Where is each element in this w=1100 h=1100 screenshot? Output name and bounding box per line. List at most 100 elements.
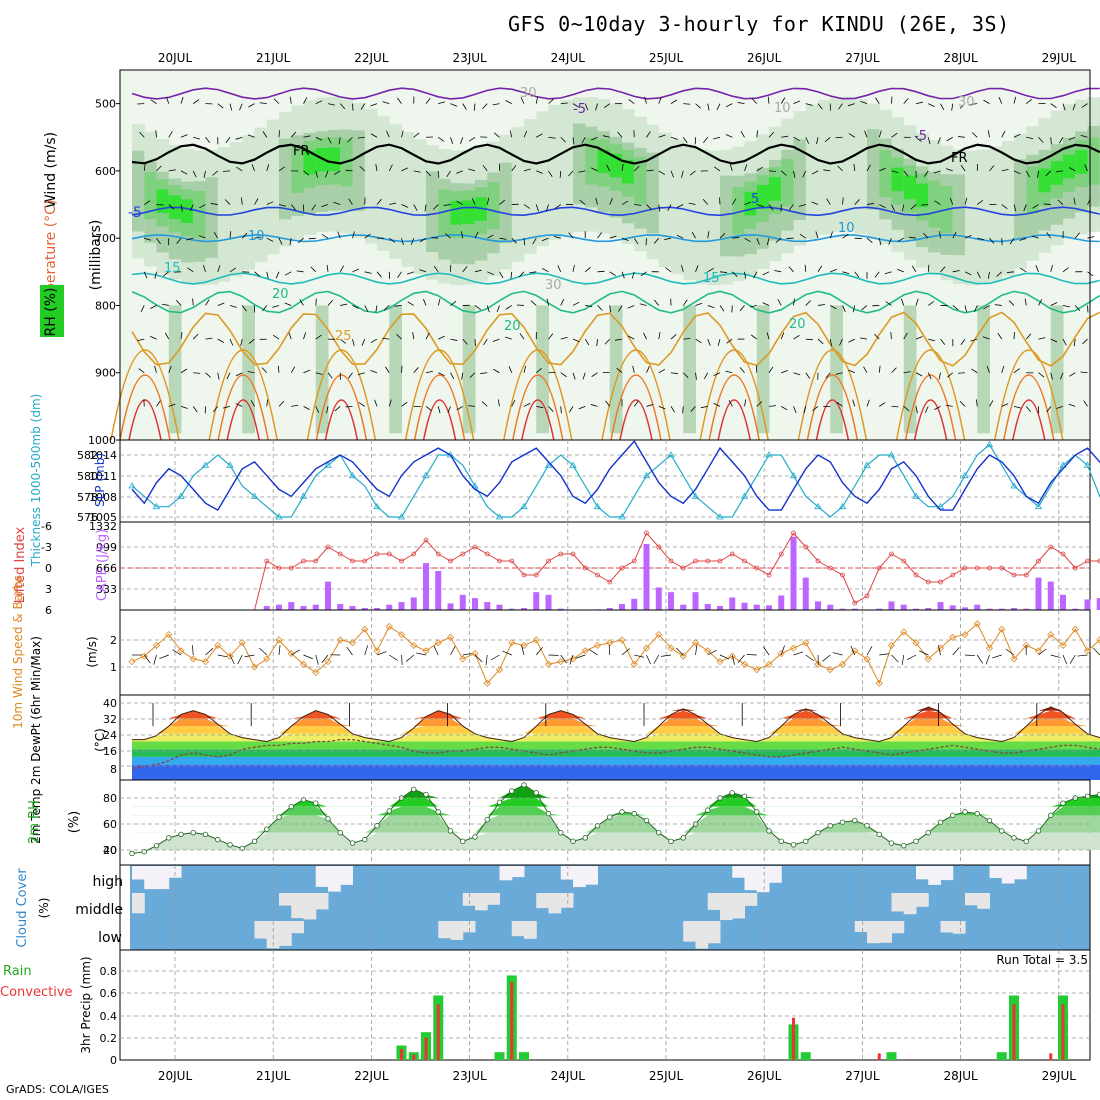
rh-band — [769, 177, 782, 201]
date-label-top: 26JUL — [747, 51, 782, 65]
wind-barb — [254, 198, 259, 205]
thickness-point — [544, 461, 553, 468]
rh-band — [1001, 140, 1015, 276]
cloud-cell — [499, 866, 513, 881]
wind-barb — [707, 103, 710, 111]
wind-barb — [468, 168, 476, 172]
wind-barb — [176, 299, 182, 306]
thickness-point — [495, 513, 504, 520]
wind-barb — [290, 204, 296, 211]
wind-barb — [681, 170, 684, 178]
rh2m-point — [337, 829, 343, 836]
wind-barb — [683, 338, 691, 340]
wind-barb — [251, 164, 255, 172]
wind-barb — [952, 231, 957, 239]
rh-band — [720, 175, 733, 257]
wind-barb — [247, 134, 255, 138]
cape-bar — [766, 605, 772, 610]
rh-band — [903, 175, 917, 200]
wind-barb — [205, 299, 210, 306]
wind-barb — [775, 237, 782, 243]
wind-barb — [616, 367, 623, 374]
wind-barb — [357, 372, 365, 376]
wind-barb — [815, 231, 819, 239]
wind-barb — [327, 372, 333, 379]
wind10-point — [508, 639, 516, 647]
thickness-point — [422, 471, 430, 479]
wind-barb — [497, 399, 500, 407]
wind10-barb — [502, 650, 512, 656]
upper-air-tick-label: 800 — [95, 299, 116, 312]
wind-barb — [266, 271, 269, 279]
wind-barb — [388, 164, 393, 172]
wind-barb — [903, 371, 911, 374]
wind-barb — [532, 237, 537, 245]
wind10-point — [397, 631, 406, 639]
wind-barb — [272, 334, 280, 340]
wind-barb — [691, 231, 696, 239]
wind10-point — [789, 644, 798, 652]
wind-barb — [431, 237, 439, 239]
wind-barb — [193, 99, 200, 104]
wind-barb — [986, 366, 990, 373]
wind-barb — [437, 298, 441, 306]
wind-barb — [139, 131, 145, 138]
li-tick-label: 6 — [45, 604, 52, 617]
slp-tick-label: 1014 — [89, 449, 117, 462]
wind-barb — [788, 204, 794, 211]
wind-barb — [217, 338, 225, 343]
warm-dome-contour — [895, 349, 966, 441]
wind-barb — [203, 170, 206, 178]
thickness-point — [520, 502, 528, 510]
wind-barb — [839, 338, 843, 346]
rh2m-point — [460, 838, 466, 845]
wind-barb — [609, 305, 612, 313]
cape-bar — [925, 608, 932, 610]
rh-band — [805, 104, 819, 240]
wind-barb — [998, 97, 1003, 104]
li-point — [938, 579, 943, 585]
wind-barb — [861, 305, 868, 311]
li-point — [815, 558, 821, 564]
precip-axis-title: 3hr Precip (mm) — [79, 956, 93, 1053]
wind-barb — [568, 232, 574, 239]
wind-barb — [303, 332, 307, 340]
wind10-barb — [1005, 648, 1015, 656]
rh-band — [854, 99, 868, 234]
rh-band — [303, 150, 317, 175]
rh2m-point — [190, 829, 196, 836]
warm-dome-contour — [610, 374, 662, 441]
li-point — [680, 565, 686, 571]
thickness-point — [618, 513, 626, 520]
wind-barb — [140, 305, 145, 312]
wind10-barb — [490, 654, 500, 661]
wind-barb — [707, 231, 710, 239]
wind-barb — [383, 305, 390, 311]
wind-barb — [154, 365, 157, 373]
date-label-top: 22JUL — [354, 51, 389, 65]
wind10-point — [557, 658, 565, 666]
rh-band — [842, 97, 856, 232]
wind10-barb — [159, 654, 169, 659]
wind-barb — [848, 369, 855, 374]
warm-dome-contour — [306, 349, 377, 441]
thickness-point — [1034, 502, 1043, 510]
wind-barb — [617, 131, 623, 138]
li-point — [791, 530, 796, 536]
wind-barb — [288, 332, 292, 340]
wind-barb — [864, 130, 868, 138]
rh-band — [695, 149, 709, 284]
thickness-point — [691, 492, 700, 499]
wind-barb — [523, 168, 531, 172]
rh-band — [793, 139, 807, 221]
wind-barb — [548, 136, 556, 139]
wind-barb — [682, 299, 688, 306]
wind10-point — [446, 633, 455, 641]
wind-barb — [462, 266, 468, 273]
wind-barb — [1026, 136, 1034, 140]
wind-barb — [510, 271, 513, 279]
li-point — [754, 565, 760, 571]
cape-bar — [998, 608, 1005, 610]
rh2m-point — [827, 823, 833, 829]
